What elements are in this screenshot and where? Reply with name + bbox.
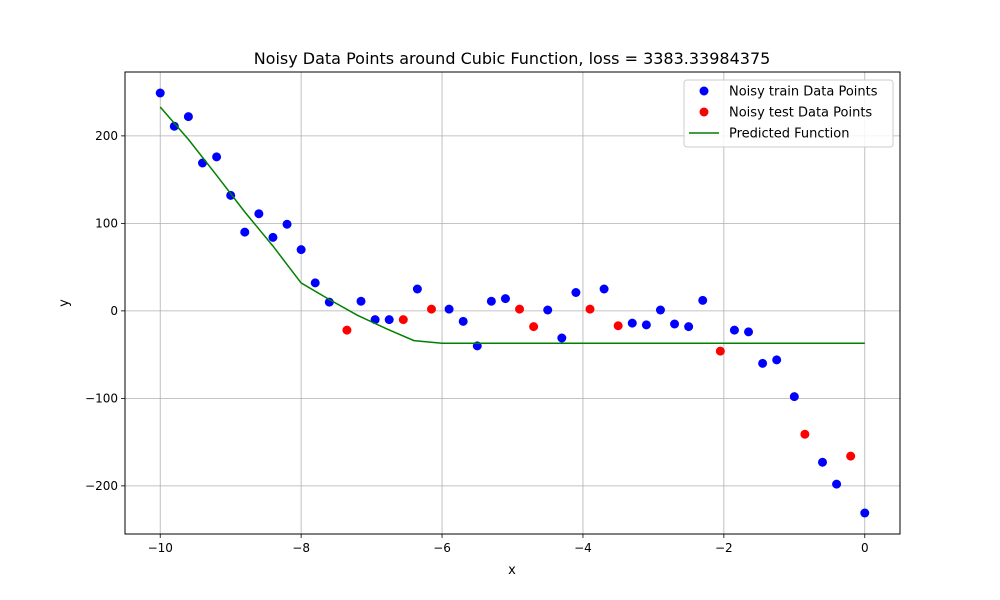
noisy-train-data-points-point (571, 288, 581, 297)
y-tick-label: 200 (95, 129, 118, 143)
noisy-train-data-points-point (627, 318, 637, 328)
x-tick-label: −2 (715, 541, 733, 555)
noisy-train-data-points-point (543, 305, 553, 315)
noisy-train-data-points-point (789, 392, 799, 402)
axis-ticks: −10 −8 −6 −4 −2 0 −200 −100 0 100 200 (85, 129, 869, 555)
noisy-test-data-points-point (585, 304, 595, 314)
noisy-test-data-points-point (529, 322, 539, 332)
noisy-train-data-points-point (212, 152, 222, 162)
x-tick-label: −8 (292, 541, 310, 555)
noisy-train-data-points-point (240, 227, 250, 237)
noisy-train-data-points-point (324, 297, 334, 307)
series-layer (155, 88, 870, 518)
plot-frame (124, 71, 901, 535)
legend: Noisy train Data Points Noisy test Data P… (683, 79, 894, 148)
y-tick-label: −100 (85, 391, 118, 405)
y-tick-label: 100 (95, 216, 118, 230)
noisy-train-data-points-point (655, 305, 665, 315)
legend-label-noisy-train-data-points: Noisy train Data Points (729, 85, 878, 100)
noisy-train-data-points-point (758, 358, 768, 368)
noisy-train-data-points-point (772, 355, 782, 365)
noisy-train-data-points-point (599, 284, 609, 294)
grid (125, 72, 900, 534)
noisy-test-data-points-point (613, 321, 623, 331)
legend-box (683, 79, 894, 148)
noisy-train-data-points-point (198, 158, 207, 168)
noisy-train-data-points-point (310, 278, 320, 288)
x-axis-label: x (508, 563, 516, 578)
x-tick-label: −4 (574, 541, 592, 555)
noisy-train-data-points-point (384, 315, 394, 325)
noisy-train-data-points-point (183, 112, 193, 122)
y-tick-label: −200 (85, 479, 118, 493)
noisy-train-data-points-point (641, 320, 651, 330)
noisy-train-data-points-point (698, 295, 708, 305)
predicted-function-line (159, 106, 865, 345)
noisy-train-data-points-point (444, 304, 454, 314)
noisy-train-data-points-point (268, 232, 278, 242)
x-tick-label: 0 (861, 541, 869, 555)
noisy-train-data-points-point (254, 209, 264, 219)
x-tick-label: −10 (148, 541, 173, 555)
noisy-train-data-points-point (412, 284, 422, 294)
noisy-train-data-points-point (684, 322, 694, 332)
noisy-train-data-points-point (486, 296, 496, 306)
plot-area (125, 72, 900, 534)
y-tick-label: 0 (110, 304, 118, 318)
noisy-train-data-points-point (356, 296, 366, 306)
noisy-train-data-points-point (500, 294, 510, 304)
noisy-train-data-points-point (744, 327, 754, 337)
noisy-test-data-points-point (515, 304, 525, 314)
noisy-test-data-points-point (342, 325, 352, 335)
legend-marker-noisy-test-data-points (699, 107, 709, 117)
noisy-train-data-points-point (557, 333, 567, 343)
legend-label-predicted-function: Predicted Function (729, 127, 849, 142)
noisy-train-data-points-point (458, 316, 468, 326)
noisy-train-data-points-point (296, 245, 306, 255)
y-axis-label: y (57, 299, 72, 307)
x-tick-label: −6 (433, 541, 451, 555)
noisy-train-data-points-point (832, 479, 842, 489)
noisy-train-data-points-point (670, 319, 680, 329)
noisy-train-data-points-point (282, 219, 292, 229)
noisy-train-data-points-point (169, 121, 179, 131)
noisy-train-data-points-point (818, 457, 827, 467)
noisy-train-data-points-point (729, 325, 739, 335)
noisy-test-data-points-point (715, 346, 725, 356)
legend-label-noisy-test-data-points: Noisy test Data Points (729, 106, 872, 121)
chart-title: Noisy Data Points around Cubic Function,… (254, 49, 771, 68)
noisy-test-data-points-point (398, 315, 408, 325)
noisy-test-data-points-point (426, 304, 436, 314)
noisy-train-data-points-point (155, 88, 165, 98)
noisy-train-data-points-point (860, 508, 870, 518)
noisy-test-data-points-point (846, 451, 856, 461)
legend-marker-noisy-train-data-points (699, 86, 709, 96)
noisy-test-data-points-point (800, 429, 810, 439)
